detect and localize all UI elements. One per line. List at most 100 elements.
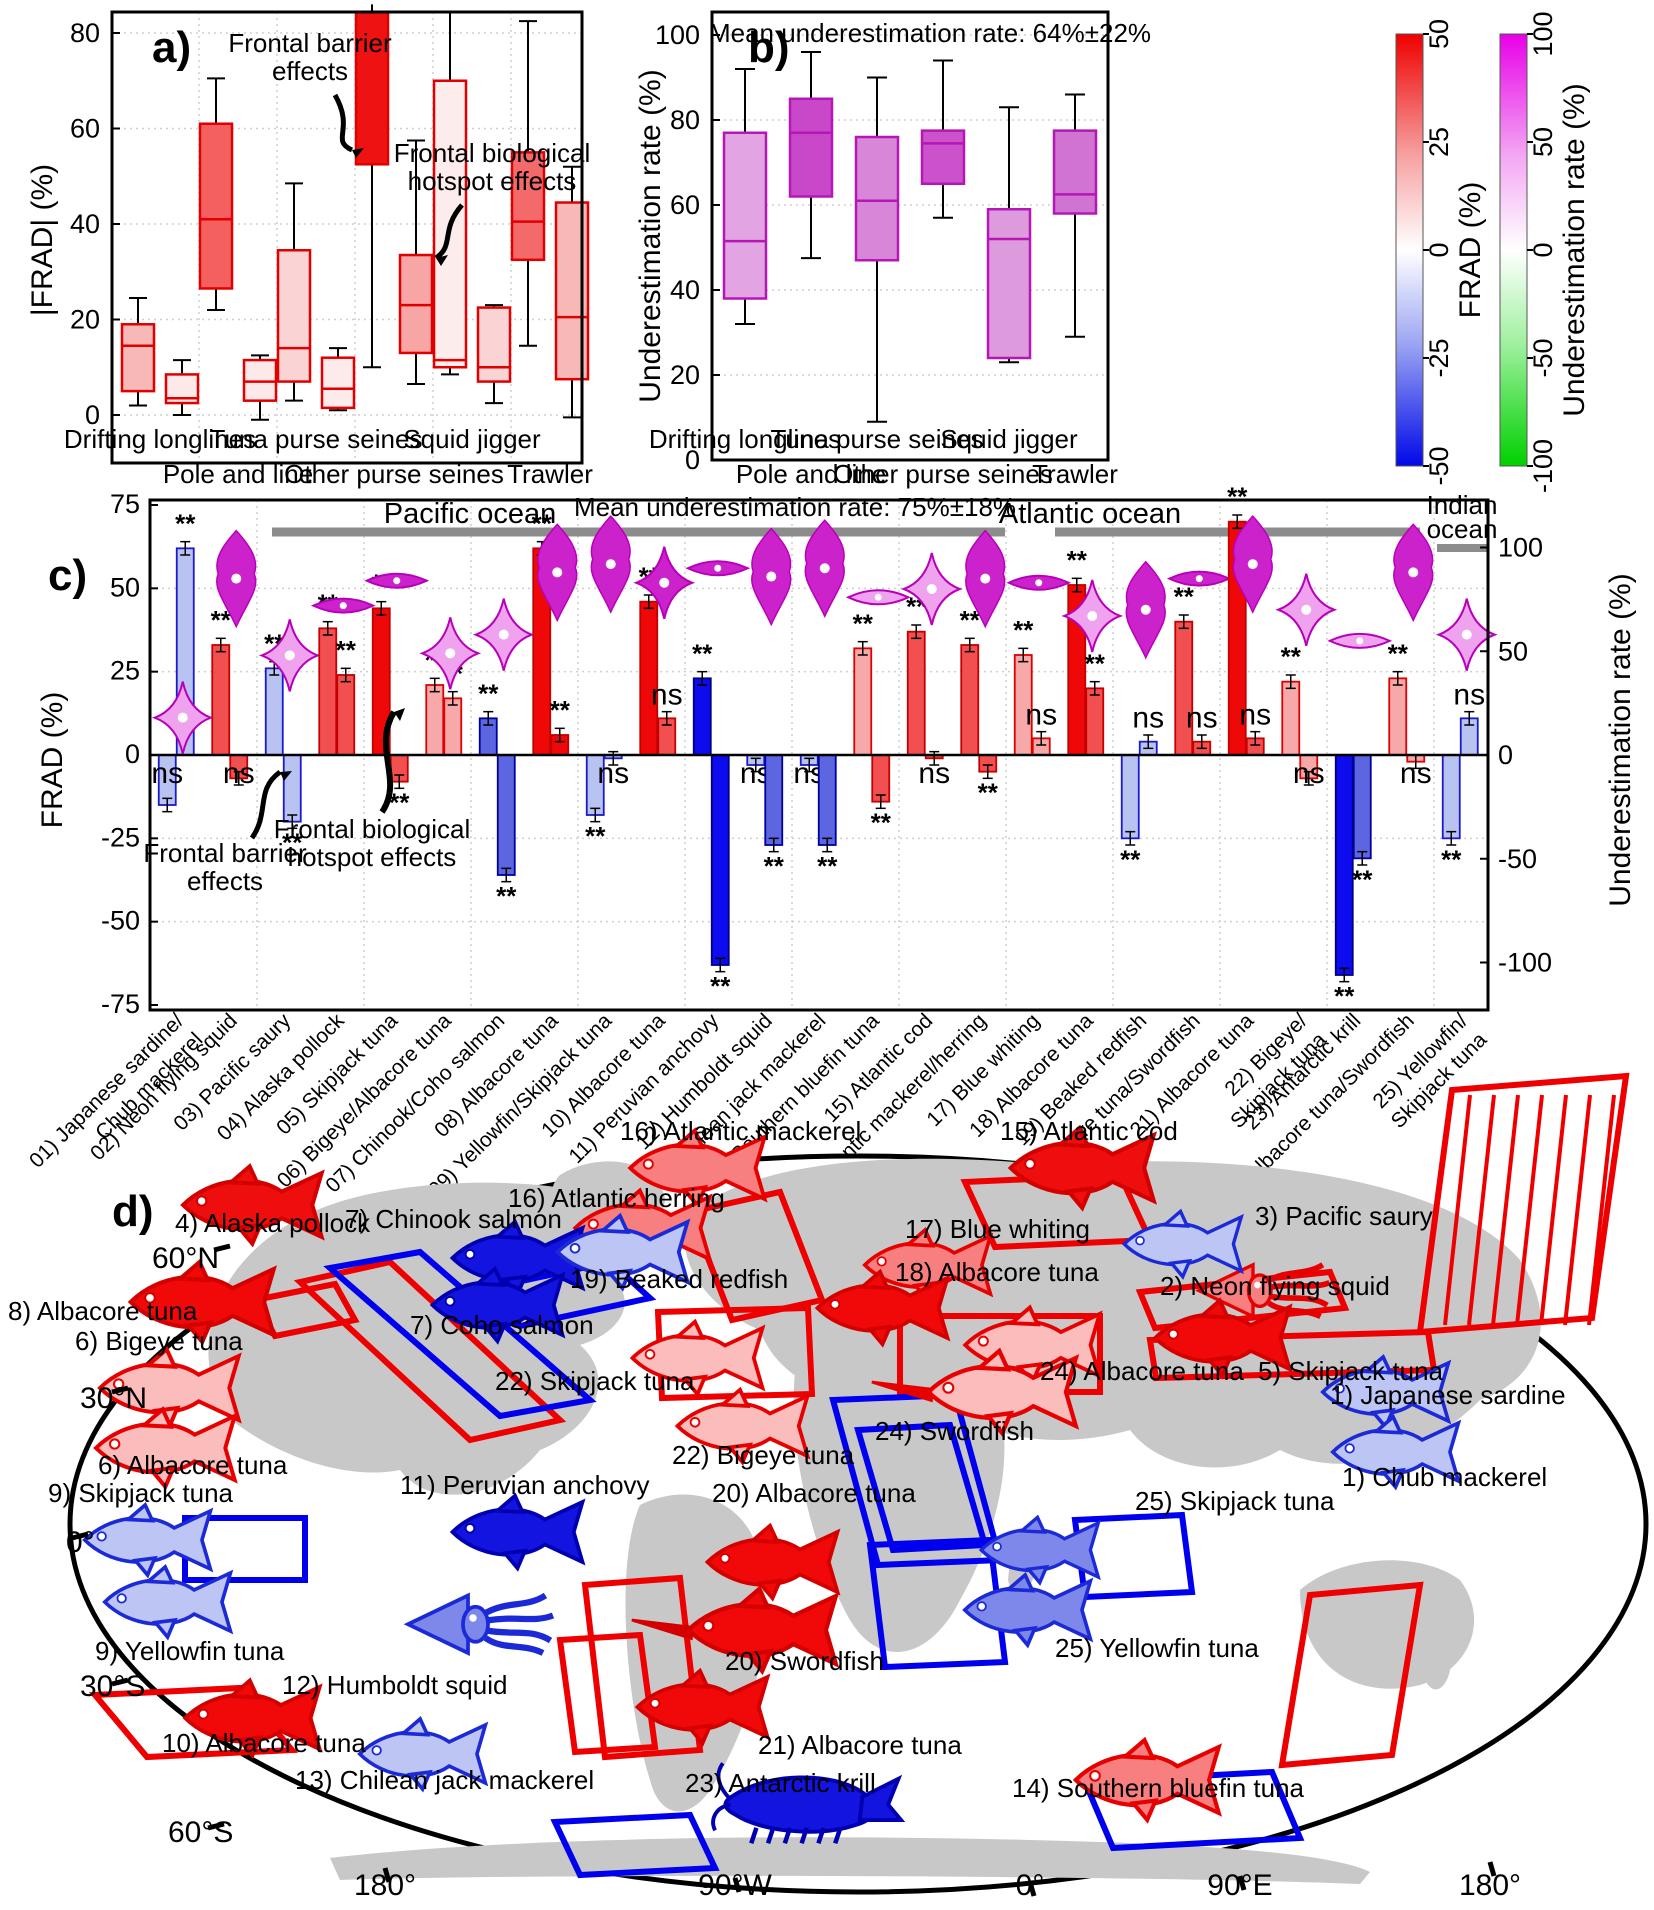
colorbar-label: FRAD (%)	[1454, 182, 1487, 319]
map-species-label: 24) Albacore tuna	[1040, 1356, 1244, 1386]
antarctic-krill-icon	[711, 1762, 906, 1845]
svg-text:0: 0	[1424, 242, 1454, 257]
species-group-18: ** **	[1061, 545, 1124, 756]
box-a-1	[164, 359, 200, 416]
map-species-label: 6) Albacore tuna	[98, 1450, 288, 1480]
continent	[793, 1331, 1005, 1653]
box-b-3	[920, 59, 966, 219]
svg-text:Frontal biological: Frontal biological	[274, 814, 471, 844]
lat-label: 30°S	[80, 1670, 145, 1703]
species-group-12: ns**	[740, 527, 792, 881]
map-species-label: 17) Blue whiting	[905, 1214, 1090, 1244]
species-group-11: ** **	[685, 560, 751, 1001]
fishing-zone-red	[556, 1631, 659, 1756]
frad-bar	[425, 684, 445, 756]
box-a-10	[510, 20, 546, 347]
ns-label: ns	[223, 757, 255, 790]
ns-label: ns	[597, 757, 629, 790]
svg-text:25: 25	[110, 656, 140, 686]
panel-c-title: Mean underestimation rate: 75%±18%	[574, 492, 1016, 522]
species-group-22: ** ns	[1275, 573, 1338, 790]
species-group-08: ** **	[532, 508, 578, 756]
svg-text:FRAD (%): FRAD (%)	[36, 692, 69, 829]
map-species-label: 11) Peruvian anchovy	[400, 1470, 650, 1500]
sig-label: **	[710, 971, 731, 1001]
map-species-label: 6) Bigeye tuna	[75, 1326, 243, 1356]
lat-label: 60°S	[168, 1816, 233, 1849]
sig-label: **	[1281, 642, 1302, 672]
skipjack-tuna-5-icon	[1152, 1297, 1293, 1380]
svg-text:0: 0	[685, 445, 700, 475]
fishing-zone-blue	[866, 1536, 1009, 1671]
map-species-label: 9) Yellowfin tuna	[95, 1636, 285, 1666]
svg-text:-100: -100	[1528, 439, 1558, 493]
albacore-tuna-20-icon	[704, 1522, 841, 1602]
frad-bar	[710, 754, 730, 966]
box-a-0	[120, 297, 156, 407]
map-species-label: 24) Swordfish	[875, 1416, 1034, 1446]
map-species-label: 25) Skipjack tuna	[1135, 1486, 1335, 1516]
albacore-tuna-18-icon	[814, 1268, 951, 1348]
panel-c-letter: c)	[48, 551, 87, 600]
map-species-label: 12) Humboldt squid	[282, 1670, 507, 1700]
sig-label: **	[692, 638, 713, 668]
frad-bar	[960, 644, 980, 756]
sig-label: **	[496, 881, 517, 911]
map-species-label: 7) Chinook salmon	[345, 1204, 562, 1234]
svg-text:hotspot effects: hotspot effects	[408, 166, 577, 196]
alaska-pollock-icon	[180, 1163, 325, 1248]
svg-text:60: 60	[70, 114, 100, 144]
ns-label: ns	[1025, 698, 1057, 731]
map-species-label: 9) Skipjack tuna	[48, 1478, 234, 1508]
frad-bar	[1085, 687, 1105, 756]
sig-label: **	[478, 678, 499, 708]
fishing-zone-red	[581, 1574, 704, 1761]
species-group-13: ns**	[793, 519, 845, 881]
svg-text:Other purse seines: Other purse seines	[833, 459, 1053, 489]
albacore-tuna-10-icon	[182, 1677, 323, 1760]
sig-label: **	[1388, 638, 1409, 668]
svg-text:Frontal biological: Frontal biological	[394, 138, 591, 168]
map-species-label: 1) Japanese sardine	[1330, 1380, 1566, 1410]
atlantic-ocean-header: Atlantic ocean	[999, 498, 1181, 530]
frad-bar	[1352, 754, 1372, 860]
map-species-label: 25) Yellowfin tuna	[1055, 1633, 1259, 1663]
bigeye-tuna-6-icon	[97, 1346, 242, 1431]
svg-text:75: 75	[110, 489, 140, 519]
svg-text:Underestimation rate (%): Underestimation rate (%)	[1604, 573, 1637, 906]
continent	[1420, 1647, 1451, 1690]
continent	[752, 1236, 791, 1279]
ns-label: ns	[918, 757, 950, 790]
box-b-5	[1052, 93, 1098, 338]
panel-d-letter: d)	[112, 1187, 154, 1236]
box-a-9	[476, 304, 512, 405]
map-species-label: 1) Chub mackerel	[1342, 1462, 1547, 1492]
svg-text:Frontal barrier: Frontal barrier	[228, 28, 392, 58]
box-b-2	[854, 76, 900, 423]
sig-label: **	[282, 828, 303, 858]
sig-label: **	[1013, 615, 1034, 645]
svg-text:ocean: ocean	[1427, 514, 1498, 544]
svg-text:0: 0	[125, 739, 140, 769]
chilean-jack-mackerel-icon	[357, 1716, 489, 1793]
ns-label: ns	[1453, 678, 1485, 711]
yellowfin-tuna-25-icon	[962, 1572, 1094, 1649]
neon-flying-squid-icon	[1195, 1262, 1331, 1320]
map-species-label: 8) Albacore tuna	[8, 1296, 198, 1326]
humboldt-squid-icon	[403, 1592, 555, 1656]
map-species-label: 16) Atlantic herring	[508, 1183, 725, 1213]
ns-label: ns	[1132, 702, 1164, 735]
lat-label: 30°N	[80, 1382, 147, 1415]
frad-bar	[318, 627, 338, 756]
sig-label: **	[1441, 844, 1462, 874]
box-a-4	[276, 182, 312, 402]
colorbar-label: Underestimation rate (%)	[1558, 83, 1591, 416]
panel-b-title: Mean underestimation rate: 64%±22%	[709, 18, 1151, 48]
map-species-label: 3) Pacific saury	[1255, 1201, 1433, 1231]
skipjack-tuna-22-icon	[629, 1318, 766, 1398]
chub-mackerel-icon	[1330, 1414, 1462, 1491]
map-species-label: 22) Bigeye tuna	[672, 1440, 855, 1470]
